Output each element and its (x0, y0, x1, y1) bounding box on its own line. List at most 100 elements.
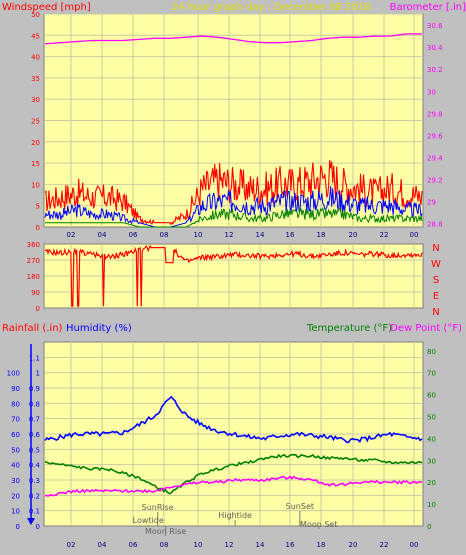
temp-x-tick: 22 (380, 541, 389, 549)
event-label: SunRise (142, 503, 174, 512)
graph-title: 24 hour graph day : December 08 2018 (172, 2, 371, 13)
humidity-axis-label: Humidity (%) (66, 323, 132, 334)
wind-gust-line (44, 160, 423, 226)
temp-x-tick: 02 (67, 541, 76, 549)
wind-right-tick: 30 (427, 88, 436, 96)
direction-left-tick: 90 (31, 289, 40, 297)
wind-right-tick: 29 (427, 199, 436, 207)
event-label: Hightide (218, 511, 252, 520)
wind-left-tick: 0 (36, 224, 40, 232)
temp-tick: 20 (427, 479, 436, 487)
wind-left-tick: 15 (31, 160, 40, 168)
wind-right-tick: 28.8 (427, 221, 443, 229)
barometer-axis-label: Barometer [.in] (390, 2, 466, 13)
wind-calm-line (45, 207, 423, 228)
wind-left-tick: 20 (31, 139, 40, 147)
wind-right-tick: 30.4 (427, 44, 443, 52)
wind-left-tick: 35 (31, 75, 40, 83)
temp-tick: 0 (427, 523, 431, 531)
wind-average-line (44, 186, 423, 228)
humidity-tick: 100 (7, 370, 20, 378)
wind-axis-label: Windspeed [mph] (2, 2, 91, 13)
rain-tick: 0.5 (29, 446, 40, 454)
barometer-line (44, 33, 422, 45)
wind-direction-line (44, 244, 423, 307)
rain-tick: 0.3 (29, 477, 40, 485)
wind-right-tick: 29.6 (427, 132, 443, 140)
humidity-tick: 30 (11, 477, 20, 485)
compass-label: W (431, 259, 441, 270)
wind-left-tick: 30 (31, 96, 40, 104)
temp-x-tick: 04 (98, 541, 107, 549)
temp-tick: 10 (427, 501, 436, 509)
compass-label: N (432, 307, 439, 318)
rain-tick: 0.1 (29, 508, 40, 516)
temp-tick: 80 (427, 348, 436, 356)
event-label: SunSet (286, 502, 314, 511)
event-label: Moon Set (300, 520, 337, 529)
temp-tick: 50 (427, 413, 436, 421)
humidity-tick: 60 (11, 431, 20, 439)
event-label: Moon Rise (145, 527, 186, 536)
rain-tick: 0.7 (29, 416, 40, 424)
wind-x-tick: 20 (349, 231, 358, 239)
humidity-tick: 50 (11, 446, 20, 454)
direction-left-tick: 360 (27, 241, 40, 249)
wind-left-tick: 5 (36, 203, 40, 211)
rain-tick: 1.1 (29, 354, 40, 362)
wind-x-tick: 02 (67, 231, 76, 239)
wind-left-tick: 25 (31, 118, 40, 126)
compass-label: E (433, 291, 439, 302)
wind-left-tick: 40 (31, 54, 40, 62)
rain-tick: 0.6 (29, 431, 41, 439)
humidity-tick: 10 (11, 508, 20, 516)
wind-x-tick: 00 (410, 231, 419, 239)
temp-tick: 60 (427, 392, 436, 400)
wind-x-tick: 12 (225, 231, 234, 239)
compass-label: S (433, 275, 439, 286)
wind-x-tick: 08 (160, 231, 169, 239)
rain-tick: 0.4 (29, 462, 41, 470)
humidity-tick: 70 (11, 416, 20, 424)
wind-left-tick: 10 (31, 181, 40, 189)
temp-x-tick: 06 (129, 541, 138, 549)
wind-x-tick: 16 (286, 231, 295, 239)
temp-tick: 30 (427, 457, 436, 465)
temp-x-tick: 08 (160, 541, 169, 549)
rain-tick: 0.9 (29, 385, 40, 393)
rain-tick: 0 (36, 523, 40, 531)
temp-x-tick: 16 (286, 541, 295, 549)
wind-x-tick: 06 (129, 231, 138, 239)
direction-left-tick: 270 (27, 257, 40, 265)
dewpoint-axis-label: Dew Point (°F) (390, 323, 462, 334)
humidity-tick: 0 (16, 523, 20, 531)
wind-right-tick: 30.2 (427, 66, 443, 74)
rain-scale-arrow (27, 518, 35, 525)
wind-left-tick: 45 (31, 32, 40, 40)
rain-tick: 0.8 (29, 400, 40, 408)
direction-left-tick: 180 (27, 273, 40, 281)
temp-x-tick: 14 (256, 541, 265, 549)
temp-x-tick: 10 (194, 541, 203, 549)
temp-x-tick: 12 (225, 541, 234, 549)
wind-x-tick: 22 (380, 231, 389, 239)
wind-x-tick: 10 (194, 231, 203, 239)
wind-x-tick: 14 (256, 231, 265, 239)
wind-x-tick: 18 (317, 231, 326, 239)
direction-left-tick: 0 (36, 305, 40, 313)
rain-axis-label: Rainfall (.in) (2, 323, 63, 334)
wind-right-tick: 29.2 (427, 177, 443, 185)
humidity-tick: 90 (11, 385, 20, 393)
temp-tick: 70 (427, 370, 436, 378)
rain-tick: 1 (36, 370, 40, 378)
humidity-tick: 40 (11, 462, 20, 470)
wind-left-tick: 50 (31, 11, 40, 19)
rain-tick: 0.2 (29, 492, 40, 500)
humidity-tick: 20 (11, 492, 20, 500)
wind-right-tick: 29.8 (427, 110, 443, 118)
temperature-axis-label: Temperature (°F) (306, 323, 392, 334)
wind-right-tick: 30.6 (427, 22, 443, 30)
humidity-line (44, 395, 423, 444)
temperature-line (44, 453, 423, 495)
